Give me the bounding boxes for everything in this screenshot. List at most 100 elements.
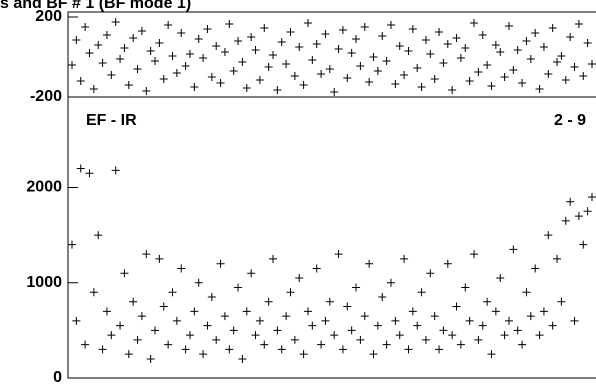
marker <box>421 335 430 344</box>
marker <box>548 24 557 32</box>
marker <box>548 321 557 330</box>
marker <box>487 82 496 90</box>
marker <box>400 71 409 79</box>
marker <box>220 312 229 321</box>
marker <box>116 321 125 330</box>
marker <box>391 80 400 88</box>
marker <box>133 65 142 73</box>
marker <box>426 269 435 278</box>
marker <box>264 297 273 306</box>
marker <box>216 259 225 268</box>
marker <box>151 326 160 335</box>
marker <box>504 22 513 30</box>
marker <box>321 316 330 325</box>
marker <box>260 340 269 349</box>
marker <box>308 321 317 330</box>
marker <box>172 69 181 77</box>
marker <box>435 28 444 36</box>
y-tick-label: 1000 <box>26 274 62 291</box>
marker <box>159 75 168 83</box>
marker <box>269 51 278 59</box>
marker <box>242 307 251 316</box>
marker <box>338 345 347 354</box>
marker <box>199 350 208 359</box>
marker <box>282 60 291 68</box>
marker <box>299 81 308 89</box>
marker <box>452 302 461 311</box>
marker <box>461 283 470 292</box>
marker <box>522 288 531 297</box>
marker <box>417 83 426 91</box>
marker <box>539 307 548 316</box>
marker <box>286 28 295 36</box>
marker <box>225 20 234 28</box>
marker <box>264 63 273 71</box>
marker <box>544 70 553 78</box>
marker <box>247 269 256 278</box>
marker <box>85 49 94 57</box>
marker <box>404 345 413 354</box>
marker <box>491 41 500 49</box>
marker <box>325 297 334 306</box>
marker <box>72 316 81 325</box>
y-tick-label: 0 <box>53 369 62 384</box>
marker <box>421 36 430 44</box>
marker <box>400 254 409 263</box>
marker <box>238 354 247 363</box>
marker <box>408 307 417 316</box>
marker <box>277 38 286 46</box>
marker <box>443 259 452 268</box>
marker <box>491 307 500 316</box>
marker <box>535 331 544 340</box>
marker <box>531 29 540 37</box>
marker <box>430 312 439 321</box>
marker <box>269 254 278 263</box>
marker <box>260 24 269 32</box>
marker <box>487 350 496 359</box>
marker <box>531 264 540 273</box>
marker <box>312 264 321 273</box>
marker <box>181 62 190 70</box>
panel-label: 2 - 9 <box>554 112 586 129</box>
marker <box>177 264 186 273</box>
marker <box>290 72 299 80</box>
marker <box>172 316 181 325</box>
marker <box>518 340 527 349</box>
marker <box>142 250 151 259</box>
marker <box>94 231 103 240</box>
marker <box>343 302 352 311</box>
marker <box>439 326 448 335</box>
marker <box>194 278 203 287</box>
marker <box>129 297 138 306</box>
marker <box>273 86 282 94</box>
marker <box>544 231 553 240</box>
marker <box>483 61 492 69</box>
marker <box>164 21 173 29</box>
marker <box>535 85 544 93</box>
marker <box>456 340 465 349</box>
marker <box>413 64 422 72</box>
marker <box>129 34 138 42</box>
marker <box>369 53 378 61</box>
marker <box>151 57 160 65</box>
marker <box>98 345 107 354</box>
marker <box>496 273 505 282</box>
y-tick-label: 200 <box>35 8 62 25</box>
marker <box>588 193 596 202</box>
marker <box>334 250 343 259</box>
marker <box>159 302 168 311</box>
marker <box>579 240 588 249</box>
marker <box>194 35 203 43</box>
marker <box>391 316 400 325</box>
marker <box>89 288 98 297</box>
marker <box>504 316 513 325</box>
marker <box>386 278 395 287</box>
marker <box>448 86 457 94</box>
panel-frame <box>67 96 596 379</box>
marker <box>177 29 186 37</box>
marker <box>330 88 339 96</box>
marker <box>303 307 312 316</box>
marker <box>583 39 592 47</box>
